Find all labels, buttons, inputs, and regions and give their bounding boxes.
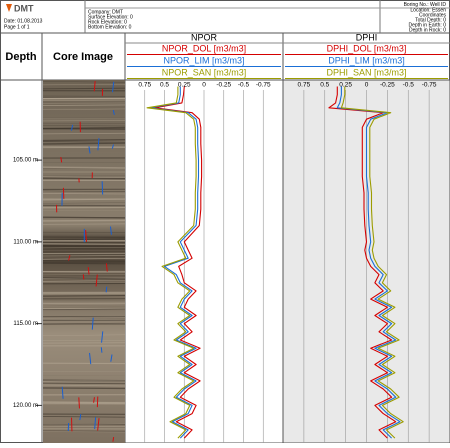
page-number: Page 1 of 1 — [4, 24, 30, 30]
core-fracture — [101, 347, 102, 352]
core-stripe — [43, 142, 125, 143]
core-stripe — [43, 263, 125, 264]
core-fracture — [79, 397, 80, 408]
depth-tick-label: 115.00 m — [13, 321, 38, 327]
x-tick-label: 0 — [365, 82, 369, 89]
x-tick-label: -0.25 — [380, 82, 395, 89]
logo: DMT — [14, 3, 34, 13]
depth-tick-label: 110.00 m — [13, 239, 38, 245]
legend-label: NPOR_DOL [m3/m3] — [162, 43, 246, 53]
x-tick-label: -0.5 — [403, 82, 415, 89]
depth-tick-label: 120.00 m — [13, 403, 38, 409]
core-stripe — [43, 295, 125, 296]
x-tick-label: 0 — [202, 82, 206, 89]
depth-header: Depth — [5, 51, 36, 63]
bottom-elevation: Bottom Elevation: 0 — [88, 24, 132, 30]
x-tick-label: -0.25 — [216, 82, 231, 89]
x-tick-label: -0.75 — [422, 82, 437, 89]
core-stripe — [43, 143, 125, 144]
depth-rock: Depth in Rock: 0 — [409, 27, 446, 33]
x-tick-label: -0.5 — [238, 82, 250, 89]
core-image-header: Core Image — [53, 51, 113, 63]
core-fracture — [113, 437, 114, 442]
x-tick-label: 0.5 — [160, 82, 169, 89]
track-title: DPHI — [356, 32, 378, 42]
x-tick-label: 0.5 — [320, 82, 329, 89]
core-fracture — [106, 287, 107, 293]
x-tick-label: -0.75 — [256, 82, 271, 89]
core-fracture — [83, 274, 84, 279]
x-tick-label: 0.75 — [298, 82, 311, 89]
legend-label: DPHI_LIM [m3/m3] — [328, 55, 405, 65]
legend-label: DPHI_SAN [m3/m3] — [326, 67, 406, 77]
legend-label: NPOR_SAN [m3/m3] — [162, 67, 247, 77]
legend-label: DPHI_DOL [m3/m3] — [327, 43, 407, 53]
depth-tick-label: 105.00 m — [13, 158, 38, 164]
core-stripe — [43, 220, 125, 221]
core-stripe — [43, 140, 125, 141]
core-stripe — [43, 388, 125, 389]
track-title: NPOR — [191, 32, 218, 42]
legend-label: NPOR_LIM [m3/m3] — [163, 55, 244, 65]
x-tick-label: 0.75 — [138, 82, 151, 89]
core-stripe — [43, 178, 125, 179]
